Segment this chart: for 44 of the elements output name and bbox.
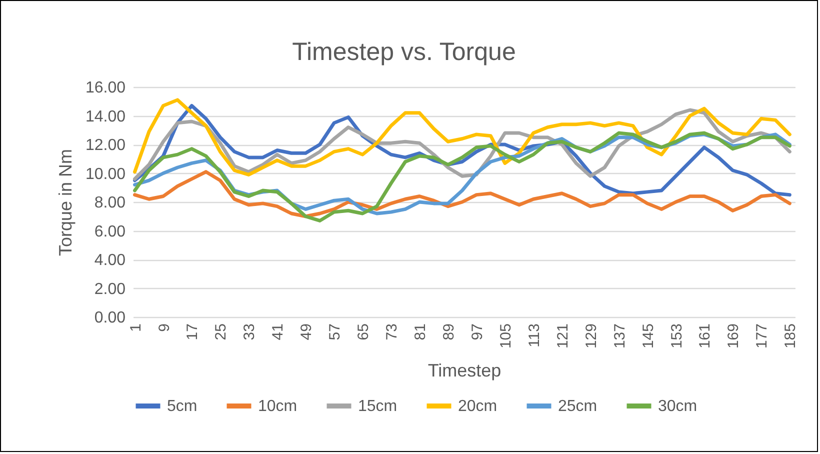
y-tick-label: 2.00 — [94, 280, 126, 298]
y-tick-label: 6.00 — [94, 223, 126, 240]
legend-label: 10cm — [258, 398, 298, 415]
x-tick-label: 177 — [754, 324, 771, 349]
x-tick-label: 25 — [212, 324, 230, 340]
x-tick-label: 73 — [384, 324, 401, 340]
x-tick-label: 137 — [611, 324, 628, 349]
x-tick-label: 65 — [355, 324, 372, 340]
x-tick-label: 17 — [184, 324, 202, 340]
y-axis-title: Torque in Nm — [55, 148, 76, 256]
x-tick-label: 49 — [298, 324, 316, 340]
x-tick-label: 113 — [526, 324, 543, 348]
line-series — [133, 170, 792, 218]
legend-label: 15cm — [358, 398, 398, 415]
x-tick-label: 41 — [270, 324, 287, 340]
x-tick-label: 129 — [582, 324, 600, 349]
y-tick-label: 12.00 — [85, 137, 126, 154]
x-tick-label: 185 — [782, 324, 800, 349]
x-tick-label: 145 — [640, 324, 657, 349]
x-tick-label: 97 — [468, 324, 486, 340]
x-tick-label: 121 — [554, 324, 572, 349]
x-tick-label: 9 — [156, 324, 173, 332]
x-tick-label: 89 — [440, 324, 458, 340]
y-tick-label: 4.00 — [94, 252, 126, 269]
chart-title: Timestep vs. Torque — [292, 38, 516, 66]
x-tick-label: 81 — [412, 324, 430, 340]
x-tick-label: 153 — [668, 324, 686, 349]
y-tick-label: 16.00 — [85, 80, 126, 96]
x-tick-label: 57 — [326, 324, 344, 340]
x-axis-title: Timestep — [428, 360, 502, 381]
legend-label: 25cm — [558, 398, 598, 415]
x-tick-label: 1 — [127, 324, 144, 332]
y-tick-label: 10.00 — [85, 166, 126, 183]
y-tick-label: 0.00 — [94, 310, 126, 326]
x-tick-label: 169 — [725, 324, 742, 349]
legend-label: 20cm — [458, 398, 498, 415]
line-series — [133, 98, 792, 176]
y-tick-label: 14.00 — [85, 108, 126, 126]
legend-label: 30cm — [658, 398, 698, 415]
x-tick-label: 161 — [696, 324, 714, 349]
x-tick-label: 33 — [241, 324, 258, 340]
y-tick-label: 8.00 — [94, 194, 126, 212]
x-tick-label: 105 — [497, 324, 514, 349]
legend-label: 5cm — [167, 398, 198, 415]
